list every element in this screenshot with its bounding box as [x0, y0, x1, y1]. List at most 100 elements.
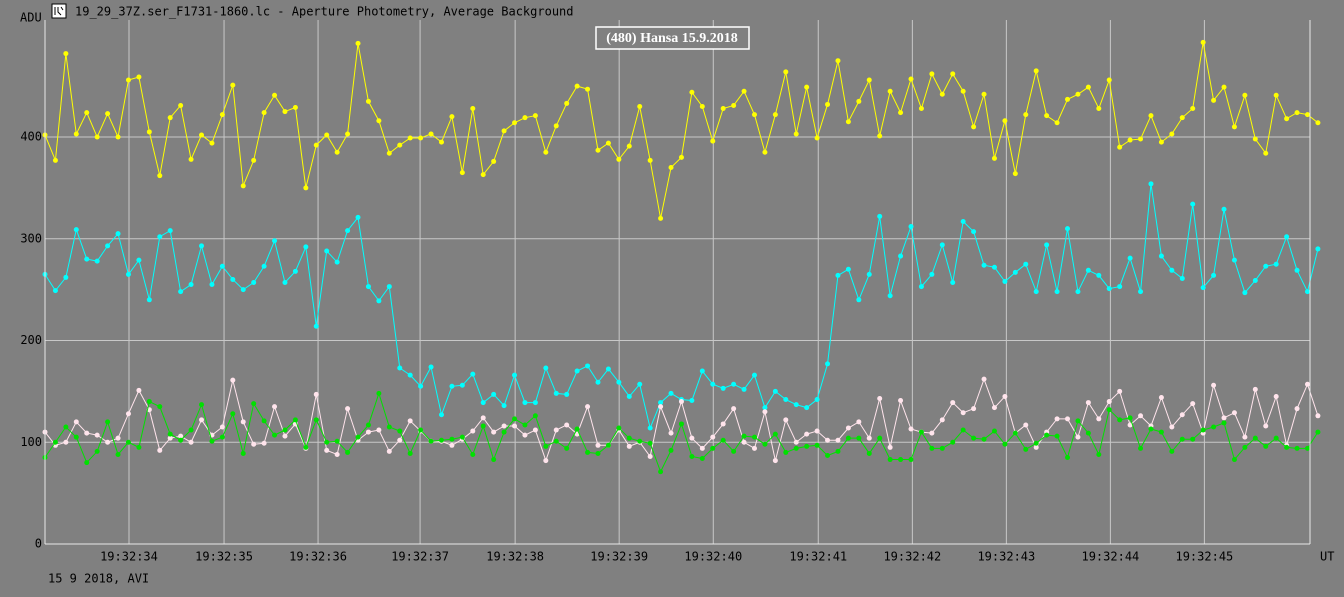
- x-axis-label: UT: [1320, 550, 1334, 564]
- data-point: [522, 422, 528, 428]
- data-point: [251, 280, 257, 286]
- data-point: [272, 404, 278, 410]
- data-point: [1127, 255, 1133, 261]
- data-point: [699, 456, 705, 462]
- data-point: [804, 84, 810, 90]
- data-point: [887, 444, 893, 450]
- data-point: [939, 417, 945, 423]
- x-tick-label: 19:32:37: [391, 550, 449, 564]
- data-point: [626, 393, 632, 399]
- data-point: [887, 293, 893, 299]
- data-point: [658, 469, 664, 475]
- data-point: [1190, 106, 1196, 112]
- data-point: [219, 112, 225, 118]
- data-point: [230, 377, 236, 383]
- data-point: [543, 443, 549, 449]
- data-point: [167, 115, 173, 121]
- data-point: [94, 258, 100, 264]
- data-point: [658, 400, 664, 406]
- data-point: [814, 135, 820, 141]
- data-point: [1012, 430, 1018, 436]
- data-point: [355, 214, 361, 220]
- data-point: [199, 243, 205, 249]
- data-point: [981, 262, 987, 268]
- data-point: [981, 436, 987, 442]
- data-point: [167, 228, 173, 234]
- data-point: [741, 433, 747, 439]
- data-point: [616, 156, 622, 162]
- data-point: [971, 406, 977, 412]
- data-point: [637, 381, 643, 387]
- data-point: [512, 372, 518, 378]
- data-point: [1231, 457, 1237, 463]
- data-point: [762, 409, 768, 415]
- data-point: [1284, 444, 1290, 450]
- data-point: [1002, 278, 1008, 284]
- data-point: [418, 383, 424, 389]
- data-point: [939, 91, 945, 97]
- data-point: [626, 435, 632, 441]
- data-point: [209, 140, 215, 146]
- data-point: [1315, 120, 1321, 126]
- data-point: [136, 387, 142, 393]
- data-point: [1148, 113, 1154, 119]
- data-point: [1294, 445, 1300, 451]
- data-point: [699, 445, 705, 451]
- data-point: [543, 149, 549, 155]
- data-point: [1023, 446, 1029, 452]
- data-point: [835, 58, 841, 64]
- data-point: [407, 450, 413, 456]
- data-point: [720, 106, 726, 112]
- data-point: [564, 391, 570, 397]
- data-point: [272, 432, 278, 438]
- data-point: [334, 451, 340, 457]
- data-point: [522, 400, 528, 406]
- data-point: [63, 274, 69, 280]
- data-point: [825, 101, 831, 107]
- data-point: [783, 417, 789, 423]
- data-point: [1304, 112, 1310, 118]
- y-axis-label: ADU: [20, 11, 42, 25]
- data-point: [929, 271, 935, 277]
- data-point: [282, 427, 288, 433]
- data-point: [689, 435, 695, 441]
- data-point: [157, 234, 163, 240]
- data-point: [1263, 150, 1269, 156]
- data-point: [261, 110, 267, 116]
- data-point: [261, 440, 267, 446]
- data-point: [814, 397, 820, 403]
- data-point: [814, 442, 820, 448]
- data-point: [637, 103, 643, 109]
- data-point: [595, 450, 601, 456]
- data-point: [1117, 388, 1123, 394]
- data-point: [710, 381, 716, 387]
- data-point: [501, 403, 507, 409]
- data-point: [668, 430, 674, 436]
- data-point: [845, 266, 851, 272]
- data-point: [1075, 434, 1081, 440]
- data-point: [898, 457, 904, 463]
- data-point: [1294, 406, 1300, 412]
- data-point: [115, 435, 121, 441]
- data-point: [1200, 285, 1206, 291]
- data-point: [188, 156, 194, 162]
- data-point: [261, 418, 267, 424]
- data-point: [1065, 416, 1071, 422]
- data-point: [470, 451, 476, 457]
- data-point: [1054, 120, 1060, 126]
- data-point: [230, 276, 236, 282]
- data-point: [908, 76, 914, 82]
- data-point: [376, 118, 382, 124]
- app-icon: [51, 3, 67, 19]
- data-point: [543, 365, 549, 371]
- data-point: [501, 429, 507, 435]
- data-point: [835, 437, 841, 443]
- data-point: [720, 437, 726, 443]
- data-point: [678, 421, 684, 427]
- title-box: [595, 26, 750, 50]
- data-point: [1304, 445, 1310, 451]
- data-point: [470, 371, 476, 377]
- x-tick-label: 19:32:38: [486, 550, 544, 564]
- data-point: [438, 139, 444, 145]
- data-point: [157, 447, 163, 453]
